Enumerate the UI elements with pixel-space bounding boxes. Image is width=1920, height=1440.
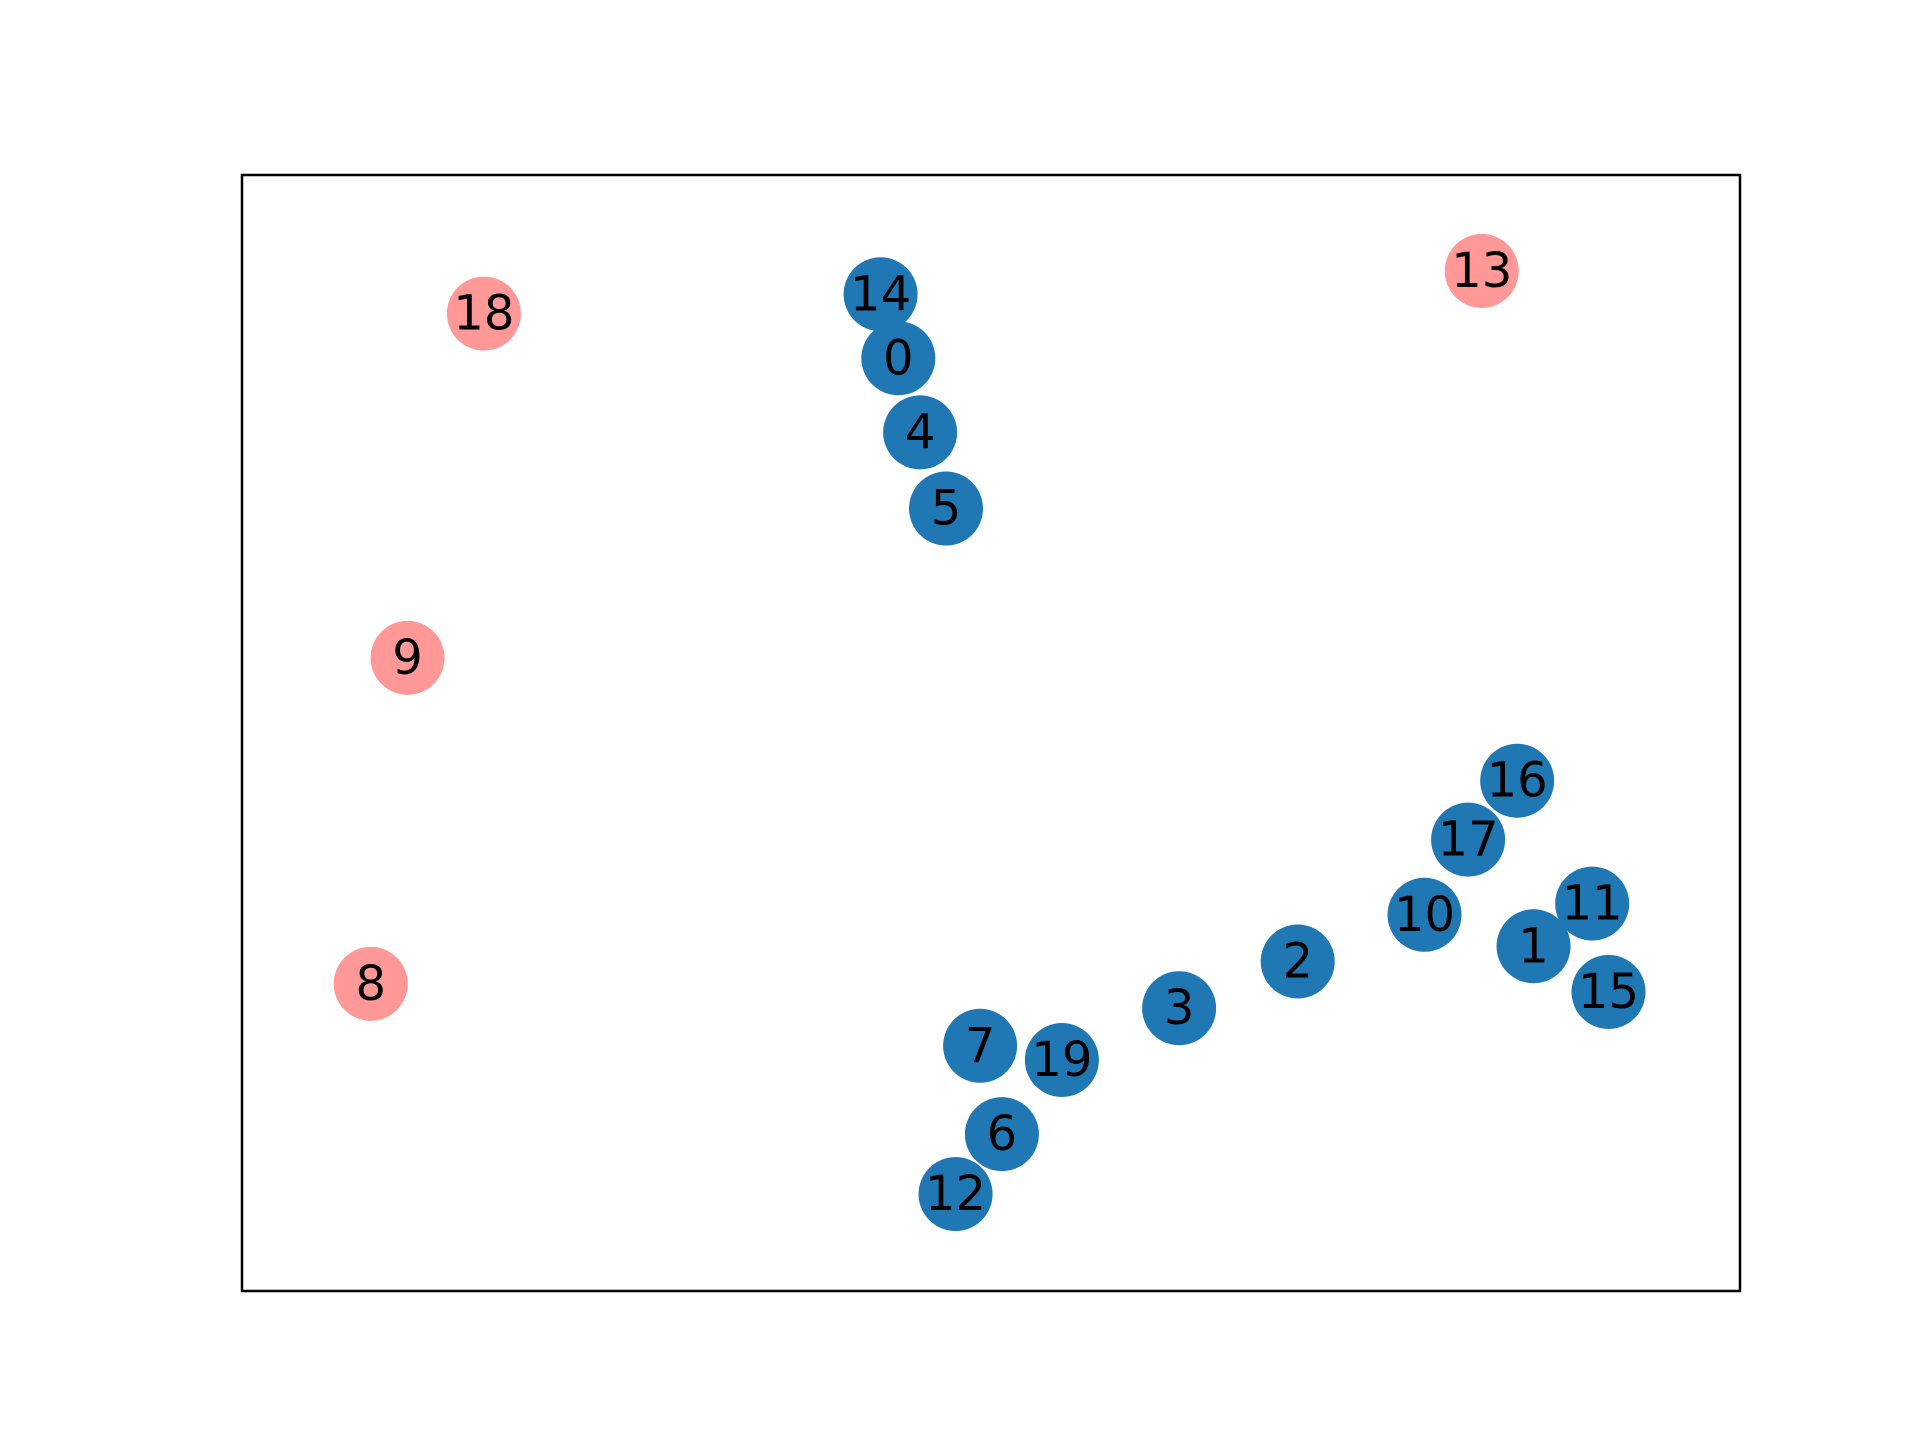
node-marker bbox=[883, 395, 958, 470]
node-label: 7 bbox=[965, 1018, 996, 1074]
graph-node-5: 5 bbox=[909, 471, 984, 546]
node-marker bbox=[1480, 743, 1555, 818]
graph-node-8: 8 bbox=[333, 946, 408, 1021]
node-marker bbox=[446, 276, 521, 351]
node-marker bbox=[1555, 866, 1630, 941]
graph-node-13: 13 bbox=[1444, 233, 1519, 308]
graph-node-10: 10 bbox=[1387, 877, 1462, 952]
node-marker bbox=[918, 1157, 993, 1232]
node-label: 16 bbox=[1487, 753, 1548, 809]
node-label: 14 bbox=[850, 266, 911, 322]
node-marker bbox=[909, 471, 984, 546]
node-label: 15 bbox=[1578, 964, 1639, 1020]
graph-node-12: 12 bbox=[918, 1157, 993, 1232]
node-marker bbox=[964, 1097, 1039, 1172]
node-label: 13 bbox=[1451, 243, 1512, 299]
graph-node-9: 9 bbox=[370, 620, 445, 695]
node-label: 12 bbox=[925, 1166, 986, 1222]
graph-node-2: 2 bbox=[1260, 924, 1335, 999]
node-label: 10 bbox=[1394, 887, 1455, 943]
node-label: 11 bbox=[1562, 876, 1623, 932]
graph-node-18: 18 bbox=[446, 276, 521, 351]
node-marker bbox=[333, 946, 408, 1021]
graph-node-1: 1 bbox=[1496, 909, 1571, 984]
node-marker bbox=[1142, 971, 1217, 1046]
node-marker bbox=[1496, 909, 1571, 984]
graph-node-17: 17 bbox=[1431, 802, 1506, 877]
node-marker bbox=[1260, 924, 1335, 999]
node-label: 2 bbox=[1282, 934, 1313, 990]
node-label: 6 bbox=[987, 1106, 1018, 1162]
graph-node-14: 14 bbox=[843, 257, 918, 332]
graph-node-0: 0 bbox=[861, 321, 936, 396]
node-marker bbox=[861, 321, 936, 396]
node-marker bbox=[943, 1008, 1018, 1083]
graph-node-16: 16 bbox=[1480, 743, 1555, 818]
node-label: 5 bbox=[931, 481, 962, 537]
node-label: 0 bbox=[883, 330, 914, 386]
graph-node-7: 7 bbox=[943, 1008, 1018, 1083]
node-marker bbox=[1444, 233, 1519, 308]
node-label: 3 bbox=[1164, 980, 1195, 1036]
node-marker bbox=[1571, 954, 1646, 1029]
node-label: 19 bbox=[1031, 1032, 1092, 1088]
node-marker bbox=[843, 257, 918, 332]
node-label: 1 bbox=[1518, 918, 1549, 974]
node-label: 8 bbox=[355, 956, 386, 1012]
graph-node-6: 6 bbox=[964, 1097, 1039, 1172]
plot-frame bbox=[240, 173, 1742, 1293]
graph-node-11: 11 bbox=[1555, 866, 1630, 941]
graph-node-19: 19 bbox=[1024, 1023, 1099, 1098]
node-marker bbox=[370, 620, 445, 695]
node-marker bbox=[1431, 802, 1506, 877]
graph-node-3: 3 bbox=[1142, 971, 1217, 1046]
graph-node-15: 15 bbox=[1571, 954, 1646, 1029]
graph-node-4: 4 bbox=[883, 395, 958, 470]
node-label: 4 bbox=[905, 404, 936, 460]
node-label: 17 bbox=[1438, 812, 1499, 868]
node-marker bbox=[1024, 1023, 1099, 1098]
node-marker bbox=[1387, 877, 1462, 952]
node-label: 18 bbox=[453, 286, 514, 342]
node-label: 9 bbox=[392, 630, 423, 686]
